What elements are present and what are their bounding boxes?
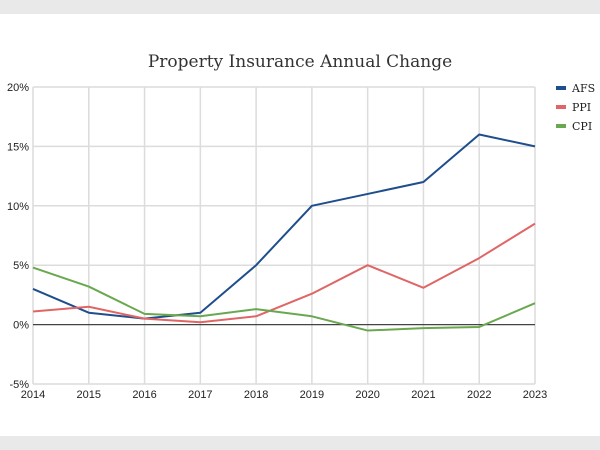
y-tick-label: 0% <box>13 320 29 332</box>
chart-card <box>0 14 600 436</box>
x-tick-label: 2021 <box>411 389 435 401</box>
x-tick-label: 2016 <box>132 389 156 401</box>
series-line-cpi <box>32 266 536 332</box>
y-tick-label: 20% <box>7 82 29 94</box>
legend-label-ppi: PPI <box>572 101 591 114</box>
x-tick-label: 2023 <box>523 389 547 401</box>
series-line-afs <box>32 133 536 320</box>
legend-swatch-cpi <box>556 124 566 128</box>
x-tick-label: 2022 <box>467 389 491 401</box>
y-tick-label: -5% <box>9 379 29 391</box>
series-line-ppi <box>32 222 536 324</box>
x-tick-label: 2019 <box>300 389 324 401</box>
y-tick-label: 5% <box>13 260 29 272</box>
legend-label-cpi: CPI <box>572 120 592 133</box>
chart-title: Property Insurance Annual Change <box>148 52 452 72</box>
legend-label-afs: AFS <box>571 82 595 95</box>
x-tick-label: 2015 <box>77 389 101 401</box>
x-tick-label: 2017 <box>188 389 212 401</box>
x-tick-label: 2020 <box>355 389 379 401</box>
legend-swatch-ppi <box>556 105 566 109</box>
y-tick-label: 15% <box>7 141 29 153</box>
x-tick-label: 2018 <box>244 389 268 401</box>
x-tick-label: 2014 <box>21 389 45 401</box>
y-tick-label: 10% <box>7 201 29 213</box>
legend-swatch-afs <box>556 86 566 90</box>
